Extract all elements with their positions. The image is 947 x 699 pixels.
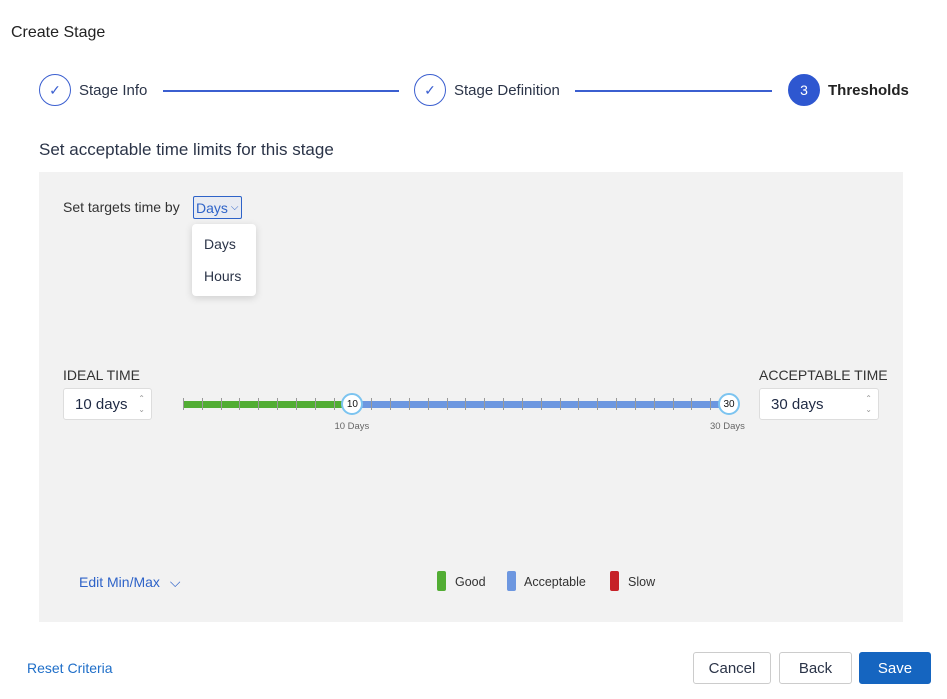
slider-tick (672, 398, 674, 410)
slider-tick (446, 398, 448, 410)
menu-item-hours[interactable]: Hours (204, 268, 242, 284)
ideal-time-value: 10 days (75, 395, 128, 413)
section-subtitle: Set acceptable time limits for this stag… (39, 140, 334, 159)
ideal-time-label: IDEAL TIME (63, 367, 141, 383)
legend-good: Good (455, 575, 486, 589)
slider-tick (427, 398, 429, 410)
legend-acceptable: Acceptable (524, 575, 586, 589)
slider-tick (634, 398, 636, 410)
slider-tick (239, 398, 241, 410)
targets-label: Set targets time by (63, 199, 180, 215)
stepper-arrows-icon[interactable]: ⌃ ⌄ (138, 394, 145, 414)
stepper-arrows-icon[interactable]: ⌃ ⌄ (865, 394, 872, 414)
unit-dropdown-menu: Days Hours (192, 224, 256, 296)
slider-tick (314, 398, 316, 410)
slider-tick (540, 398, 542, 410)
slider-tick (371, 398, 373, 410)
back-button[interactable]: Back (779, 652, 852, 684)
legend-good-swatch (437, 571, 446, 591)
acceptable-caption: 30 Days (710, 421, 745, 432)
acceptable-time-label: ACCEPTABLE TIME (759, 367, 888, 383)
slider-tick (653, 398, 655, 410)
ideal-caption: 10 Days (334, 421, 370, 432)
slider-tick (484, 398, 486, 410)
slider-tick (559, 398, 561, 410)
slider-tick (258, 398, 260, 410)
edit-min-max-button[interactable]: Edit Min/Max ⌵ (79, 574, 180, 591)
step-thresholds[interactable]: Thresholds (828, 82, 909, 99)
step-stage-definition[interactable]: Stage Definition (454, 82, 560, 99)
acceptable-handle[interactable]: 30 (718, 393, 740, 415)
slider-tick (521, 398, 523, 410)
slider-tick (408, 398, 410, 410)
step-2-check-icon: ✓ (414, 74, 446, 106)
step-connector (163, 90, 399, 92)
chevron-down-icon: ⌵ (230, 202, 239, 213)
step-connector (575, 90, 772, 92)
slider-tick (220, 398, 222, 410)
legend-slow: Slow (628, 575, 656, 589)
cancel-button[interactable]: Cancel (693, 652, 771, 684)
unit-select[interactable]: Days ⌵ (193, 196, 242, 219)
acceptable-time-value: 30 days (771, 395, 824, 413)
slider-tick (465, 398, 467, 410)
menu-item-days[interactable]: Days (204, 236, 236, 252)
slider-tick (597, 398, 599, 410)
ideal-time-input[interactable]: 10 days ⌃ ⌄ (63, 388, 152, 420)
good-track (183, 401, 353, 408)
step-stage-info[interactable]: Stage Info (79, 82, 148, 99)
acceptable-track (352, 401, 729, 408)
legend-acceptable-swatch (507, 571, 516, 591)
slider-tick (390, 398, 392, 410)
slider-tick (616, 398, 618, 410)
acceptable-time-input[interactable]: 30 days ⌃ ⌄ (759, 388, 879, 420)
slider-tick (578, 398, 580, 410)
step-1-check-icon: ✓ (39, 74, 71, 106)
edit-min-max-label: Edit Min/Max (79, 574, 160, 590)
chevron-down-icon: ⌵ (169, 574, 181, 590)
slider-tick (277, 398, 279, 410)
slider-tick (333, 398, 335, 410)
slider-tick (691, 398, 693, 410)
reset-criteria-link[interactable]: Reset Criteria (27, 660, 113, 676)
unit-select-value: Days (196, 199, 228, 216)
slider-tick (183, 398, 184, 410)
step-3-number: 3 (788, 74, 820, 106)
ideal-handle[interactable]: 10 (341, 393, 364, 415)
slider-tick (295, 398, 297, 410)
legend-slow-swatch (610, 571, 619, 591)
slider-tick (503, 398, 505, 410)
slider-tick (201, 398, 203, 410)
slider-tick (710, 398, 712, 410)
page-title: Create Stage (11, 24, 106, 41)
save-button[interactable]: Save (859, 652, 931, 684)
